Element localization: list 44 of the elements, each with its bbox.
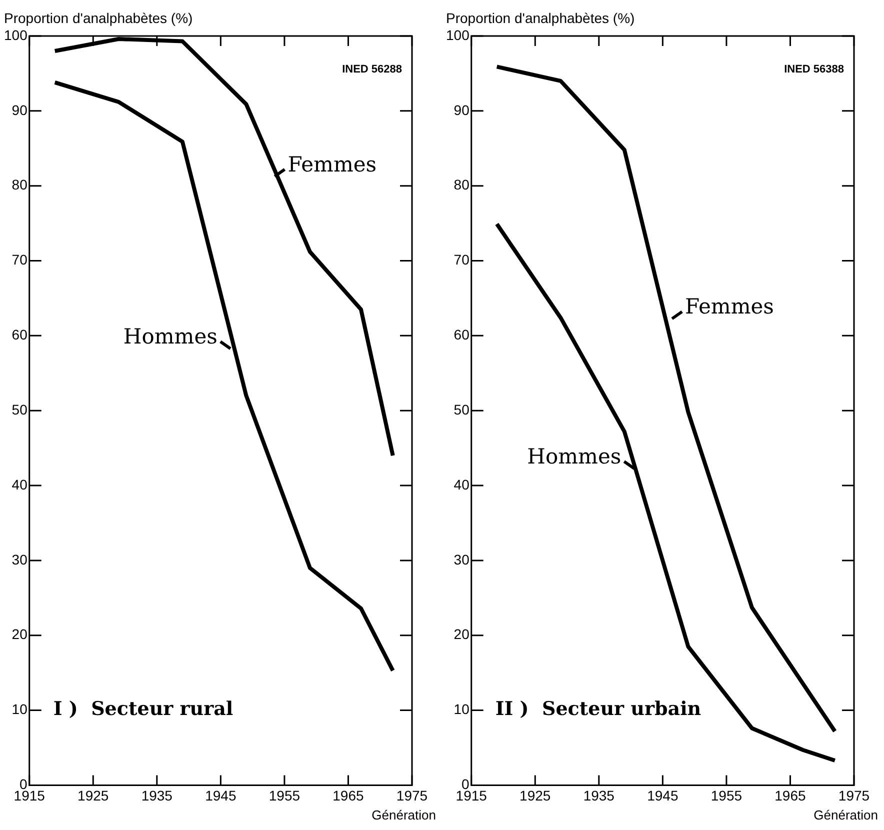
x-tick-label: 1965 xyxy=(332,787,364,804)
annotation: Hommes xyxy=(527,444,622,468)
y-tick-label: 30 xyxy=(12,551,28,568)
y-axis-title: Proportion d'analphabètes (%) xyxy=(4,10,193,26)
y-tick-label: 30 xyxy=(454,551,470,568)
x-tick-label: 1945 xyxy=(647,787,678,804)
x-tick-label: 1975 xyxy=(396,787,428,804)
x-axis-title: Génération xyxy=(814,807,878,822)
x-tick-label: 1975 xyxy=(838,787,870,804)
x-tick-label: 1925 xyxy=(520,787,551,804)
y-tick-label: 80 xyxy=(454,176,470,193)
y-tick-label: 20 xyxy=(12,626,28,642)
x-tick-label: 1955 xyxy=(268,787,300,804)
y-tick-label: 100 xyxy=(4,26,28,43)
y-axis-title: Proportion d'analphabètes (%) xyxy=(446,10,635,26)
y-tick-label: 50 xyxy=(454,401,470,418)
y-tick-label: 10 xyxy=(454,701,470,718)
x-axis-title: Génération xyxy=(372,807,436,822)
y-tick-label: 90 xyxy=(454,102,470,118)
y-tick-label: 100 xyxy=(446,26,470,43)
x-tick-label: 1965 xyxy=(774,787,806,804)
x-tick-label: 1945 xyxy=(205,787,236,804)
text: II ) Secteur urbain xyxy=(495,698,702,720)
text: I ) Secteur rural xyxy=(53,698,234,720)
x-tick-label: 1935 xyxy=(141,787,173,804)
y-tick-label: 40 xyxy=(454,476,470,492)
y-tick-label: 80 xyxy=(12,176,28,193)
x-tick-label: 1935 xyxy=(583,787,615,804)
x-tick-label: 1955 xyxy=(710,787,742,804)
y-tick-label: 70 xyxy=(454,252,470,268)
y-tick-label: 60 xyxy=(12,326,28,343)
y-tick-label: 90 xyxy=(12,102,28,118)
annotation: Hommes xyxy=(123,324,218,349)
y-tick-label: 10 xyxy=(12,701,28,718)
y-tick-label: 60 xyxy=(454,326,470,343)
annotation: INED 56288 xyxy=(342,64,402,76)
y-tick-label: 20 xyxy=(454,626,470,642)
x-tick-label: 1925 xyxy=(78,787,109,804)
annotation: Femmes xyxy=(685,294,774,319)
y-tick-label: 50 xyxy=(12,401,28,418)
y-tick-label: 40 xyxy=(12,476,28,492)
annotation: Femmes xyxy=(288,152,377,176)
annotation: INED 56388 xyxy=(784,64,844,76)
y-tick-label: 70 xyxy=(12,252,28,268)
